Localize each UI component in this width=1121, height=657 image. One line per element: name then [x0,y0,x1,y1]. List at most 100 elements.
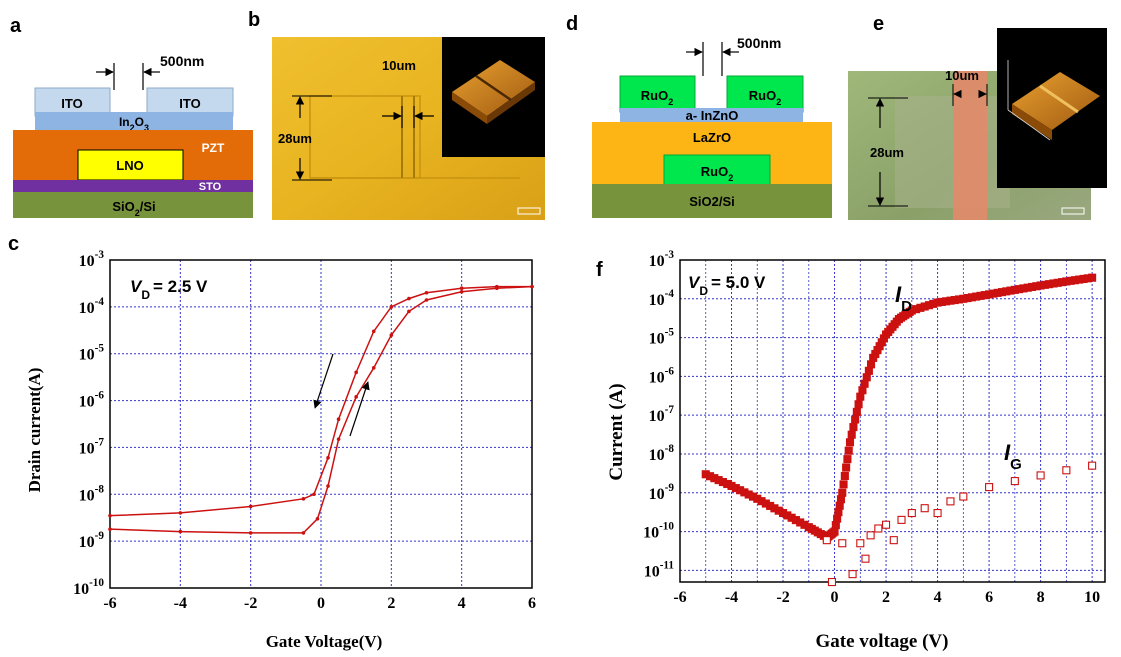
chart-f-x-tick-labels: -6 -4 -2 0 2 4 6 8 10 [673,589,1100,606]
panel-c-label: c [8,233,19,255]
ito-left-label: ITO [61,96,82,111]
data-point [530,284,534,289]
ig-marker [822,536,831,545]
y-tick-label: 10-10 [643,521,674,542]
id-marker [838,488,847,497]
ito-right-layer [146,87,234,117]
x-tick-label: -4 [174,595,187,612]
width-dimension-e: 10um [945,68,979,83]
afm-axis2-e [1007,109,1051,141]
y-tick-label: 10-10 [73,577,104,598]
id-marker [854,400,863,409]
ig-marker [897,515,906,524]
ito-left-layer [34,87,111,117]
ig-marker [959,492,968,501]
afm-surface-e [1012,72,1100,130]
chart-f-y-tick-labels: 10-3 10-4 10-5 10-6 10-7 10-8 10-9 10-10 10-11 [643,249,674,580]
ig-marker [1036,471,1045,480]
id-marker [842,463,851,472]
ig-marker [827,577,837,587]
substrate-label-d: SiO2/Si [689,194,735,209]
x-tick-label: 4 [458,595,466,612]
gap-dimension: 500nm [160,53,204,69]
ig-marker [1010,477,1019,486]
data-point [407,309,411,314]
y-tick-label: 10-3 [79,249,105,270]
y-tick-label: 10-9 [649,482,675,503]
chart-c-grid [110,260,532,588]
chart-c-y-axis-label: Drain current(A) [25,368,44,493]
x-tick-label: -2 [776,589,789,606]
panel-a-label: a [10,15,22,37]
x-tick-label: 6 [528,595,536,612]
y-tick-label: 10-5 [649,327,675,348]
legend-id-label: ID [895,282,912,315]
lno-layer [77,149,184,181]
lno-label: LNO [116,158,143,173]
id-marker [849,423,858,432]
chart-f: f 10-310-410-510-610-710-810-910-1010-11… [596,249,1106,652]
legend-ig-label: IG [1004,440,1022,473]
in2o3-layer [35,112,233,130]
height-dimension-b: 28um [278,131,312,146]
id-marker [1088,273,1097,282]
ruo2-drain-label: RuO2 [749,88,781,107]
sto-layer [13,180,253,192]
data-point [178,511,183,515]
data-point [354,395,358,399]
data-point [371,366,376,370]
ruo2-gate-label: RuO2 [701,164,733,183]
y-tick-label: 10-8 [79,483,105,504]
id-marker [847,430,856,439]
substrate-label: SiO2/Si [112,199,155,218]
afm-trench-b [475,74,512,102]
id-marker [843,455,852,464]
chart-c-y-tick-labels: 10-3 10-4 10-5 10-6 10-7 10-8 10-9 10-10 [73,249,104,598]
y-tick-label: 10-6 [649,365,675,386]
chart-c-x-tick-labels: -6 -4 -2 0 2 4 6 [103,595,536,612]
data-point [389,333,394,337]
panel-b: b 28um 10um [248,9,545,220]
ig-marker [933,509,942,518]
x-tick-label: 10 [1084,589,1100,606]
y-tick-label: 10-4 [649,288,675,309]
ig-marker [985,483,994,492]
ig-marker [882,520,891,529]
ig-marker [838,539,847,548]
y-tick-label: 10-7 [649,404,675,425]
x-tick-label: 8 [1037,589,1045,606]
id-marker [839,480,848,489]
data-point [424,298,429,302]
izo-layer [620,108,803,122]
data-point [459,289,464,294]
chart-f-grid [680,260,1105,582]
data-point [108,513,112,518]
width-dimension-b: 10um [382,58,416,73]
x-tick-label: 6 [985,589,993,606]
chart-c: c 10-3 10-4 10-5 10-6 10-7 10-8 10-9 10-10 -6 -4… [8,233,536,651]
chart-f-annotation: VD = 5.0 V [688,273,766,298]
x-tick-label: 2 [882,589,890,606]
scale-bar-e [1061,207,1085,215]
id-marker [852,407,861,416]
id-marker [845,438,855,447]
ruo2-gate [663,154,771,186]
reverse-sweep-arrow [313,353,334,409]
ig-marker [856,539,865,548]
channel-strip-e [953,71,987,220]
data-point [459,286,464,291]
x-tick-label: 0 [317,595,325,612]
panel-d: d RuO2 RuO2 a- InZnO LaZrO RuO2 SiO2/Si … [566,13,832,218]
chart-f-y-axis-label: Current (A) [606,383,627,480]
x-tick-label: -6 [103,595,116,612]
data-point [354,370,358,375]
y-tick-label: 10-7 [79,436,105,457]
data-point [301,497,306,501]
data-point [315,516,320,521]
data-point [178,529,183,534]
lazro-label: LaZrO [693,130,731,145]
data-point [108,527,112,531]
izo-label: a- InZnO [686,108,739,123]
ig-marker [866,531,875,540]
